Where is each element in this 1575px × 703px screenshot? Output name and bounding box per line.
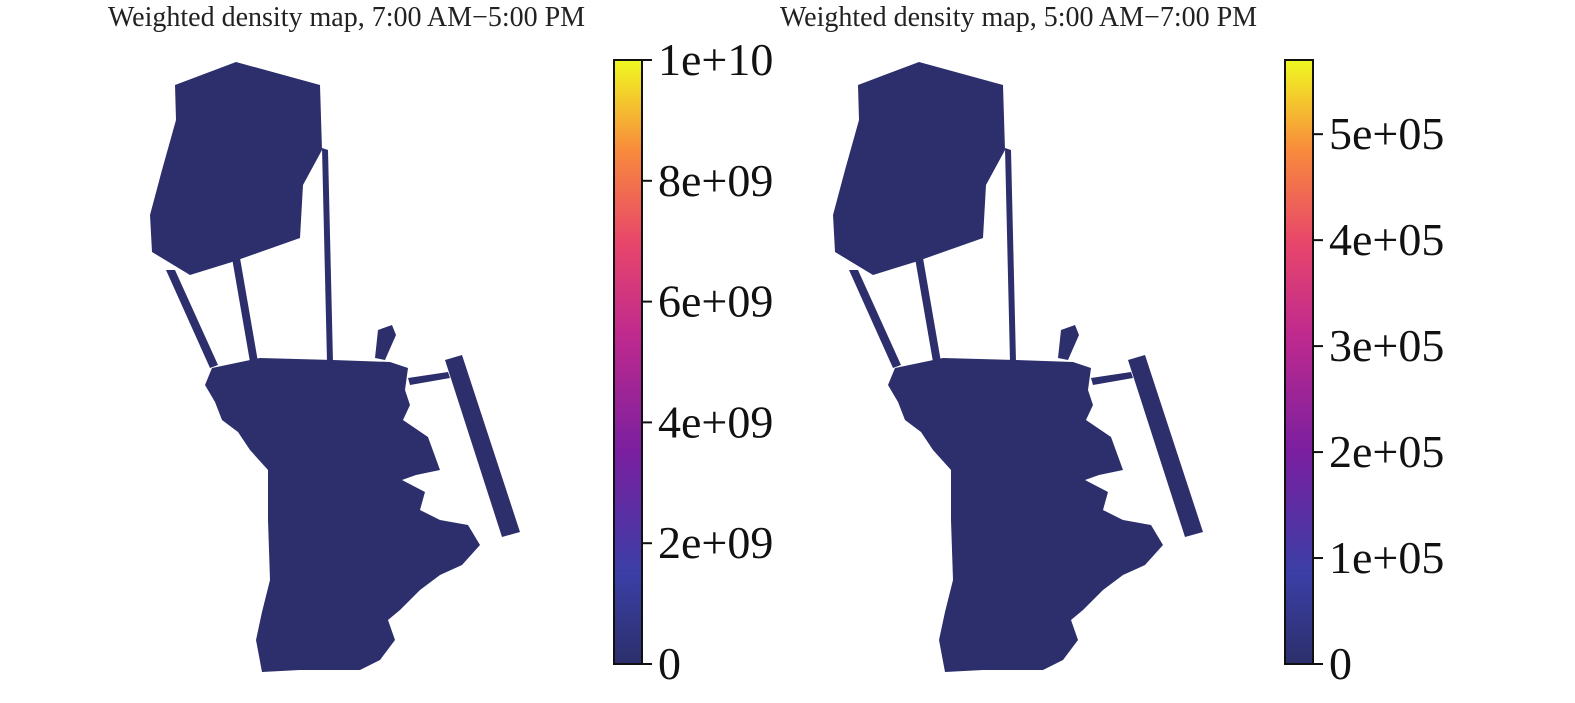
map-title-right: Weighted density map, 5:00 AM−7:00 PM [780,2,1258,33]
map-left [150,62,520,672]
colorbar-tick-label: 2e+09 [658,517,773,568]
colorbar-left-ticks: 0 2e+09 4e+09 6e+09 8e+09 1e+10 [642,34,773,689]
colorbar-tick-label: 8e+09 [658,155,773,206]
colorbar-tick-label: 1e+05 [1329,532,1444,583]
colorbar-tick-label: 4e+05 [1329,214,1444,265]
colorbar-tick-label: 6e+09 [658,276,773,327]
colorbar-right: 0 1e+05 2e+05 3e+05 4e+05 5e+05 [1284,59,1444,689]
colorbar-tick-label: 3e+05 [1329,320,1444,371]
map-title-left: Weighted density map, 7:00 AM−5:00 PM [108,2,586,33]
colorbar-tick-label: 0 [1329,638,1352,689]
colorbar-tick-label: 1e+10 [658,34,773,85]
colorbar-left: 0 2e+09 4e+09 6e+09 8e+09 1e+10 [613,34,773,689]
colorbar-tick-label: 2e+05 [1329,426,1444,477]
colorbar-right-ticks: 0 1e+05 2e+05 3e+05 4e+05 5e+05 [1313,108,1444,689]
colorbar-tick-label: 4e+09 [658,396,773,447]
colorbar-tick-label: 0 [658,638,681,689]
map-right [833,62,1203,672]
colorbar-tick-label: 5e+05 [1329,108,1444,159]
